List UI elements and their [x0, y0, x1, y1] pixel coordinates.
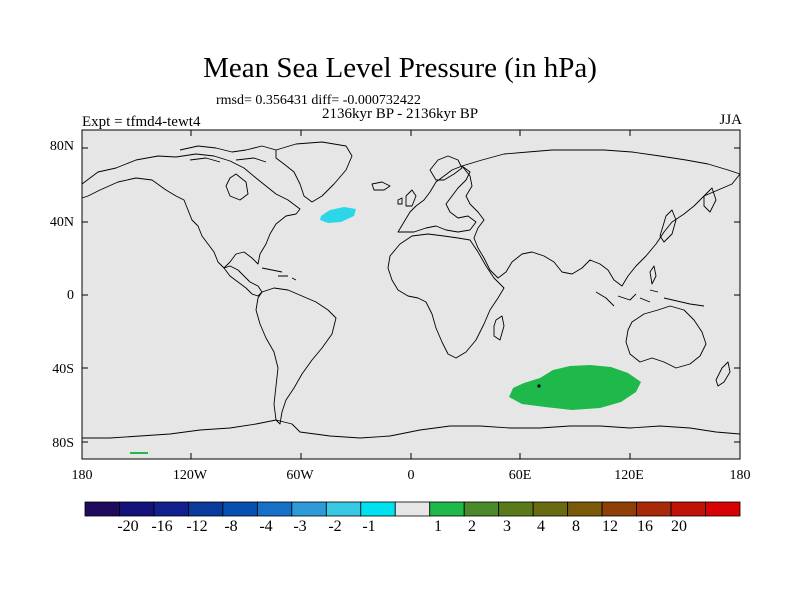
coast-iceland [371, 181, 391, 191]
coast-kamchatka [703, 187, 717, 213]
coast-philippines [649, 265, 657, 285]
colorbar-swatch [291, 501, 327, 517]
colorbar-swatch [601, 501, 637, 517]
map-background [82, 130, 740, 459]
colorbar-swatch [84, 501, 120, 517]
coast-madagascar [493, 315, 505, 341]
lon-label-120w: 120W [172, 468, 208, 483]
lat-label-0: 0 [67, 288, 74, 303]
colorbar-swatch [705, 501, 741, 517]
axis-ticks [82, 130, 740, 459]
colorbar-label: -4 [259, 518, 273, 535]
lon-label-60e: 60E [508, 468, 532, 483]
lat-label-80s: 80S [52, 436, 74, 451]
colorbar-label: 1 [434, 518, 442, 535]
coast-hudson-bay [225, 173, 249, 201]
anomaly-marker [537, 384, 541, 388]
map-title: Mean Sea Level Pressure (in hPa) [203, 52, 597, 84]
colorbar-swatch [636, 501, 672, 517]
season-label: JJA [719, 112, 742, 128]
colorbar-label: -1 [362, 518, 376, 535]
colorbar-swatch [567, 501, 603, 517]
colorbar-label: 12 [602, 518, 618, 535]
coast-arctic-islands [179, 145, 277, 163]
colorbar-swatch [429, 501, 465, 517]
experiment-label: Expt = tfmd4-tewt4 [82, 114, 201, 130]
colorbar-swatch [463, 501, 500, 517]
colorbar-swatch [222, 501, 258, 517]
coast-europe [397, 165, 477, 233]
positive-anomaly-southern-indian-ocean [509, 365, 641, 410]
coast-australia [625, 305, 707, 369]
colorbar-swatch [325, 501, 362, 517]
lat-label-40n: 40N [49, 215, 74, 230]
lon-label-180e: 180 [729, 468, 751, 483]
lon-label-180w: 180 [71, 468, 93, 483]
colorbar-label: 20 [671, 518, 687, 535]
colorbar-swatch [188, 501, 224, 517]
positive-anomaly-small-patch [130, 452, 148, 454]
coast-scandinavia [429, 155, 463, 181]
coast-japan [659, 209, 677, 243]
colorbar [84, 501, 741, 517]
colorbar-label: -16 [151, 518, 173, 535]
colorbar-swatch [153, 501, 189, 517]
colorbar-label: -12 [186, 518, 208, 535]
coast-caribbean [261, 267, 297, 281]
lon-label-0: 0 [407, 468, 415, 483]
coast-greenland [275, 141, 353, 203]
period-text: 2136kyr BP - 2136kyr BP [322, 106, 479, 122]
colorbar-label: 8 [572, 518, 580, 535]
coast-africa [387, 233, 505, 359]
colorbar-swatch [498, 501, 534, 517]
colorbar-swatch [670, 501, 706, 517]
coast-south-america [255, 287, 337, 425]
colorbar-swatch [360, 501, 396, 517]
coastlines [81, 141, 741, 439]
colorbar-label: -3 [293, 518, 307, 535]
lat-label-80n: 80N [49, 139, 74, 154]
colorbar-swatch [256, 501, 293, 517]
colorbar-swatch [532, 501, 569, 517]
coast-indonesia [595, 289, 705, 307]
coast-antarctica [82, 419, 741, 439]
lon-label-120e: 120E [614, 468, 644, 483]
colorbar-label: -2 [328, 518, 342, 535]
colorbar-label: -8 [224, 518, 238, 535]
coast-new-zealand [715, 361, 731, 387]
colorbar-label: 4 [537, 518, 545, 535]
coast-british-isles [397, 189, 417, 207]
colorbar-swatch [119, 501, 155, 517]
lon-label-60w: 60W [286, 468, 314, 483]
colorbar-label: 16 [637, 518, 653, 535]
lat-label-40s: 40S [52, 362, 74, 377]
colorbar-label: 3 [503, 518, 511, 535]
stats-text: rmsd= 0.356431 diff= -0.000732422 [216, 93, 421, 108]
colorbar-swatch [394, 501, 431, 517]
coast-asia [461, 149, 741, 287]
colorbar-label: -20 [117, 518, 139, 535]
colorbar-label: 2 [468, 518, 476, 535]
coast-north-america [81, 153, 301, 269]
negative-anomaly-north-atlantic [320, 207, 356, 223]
